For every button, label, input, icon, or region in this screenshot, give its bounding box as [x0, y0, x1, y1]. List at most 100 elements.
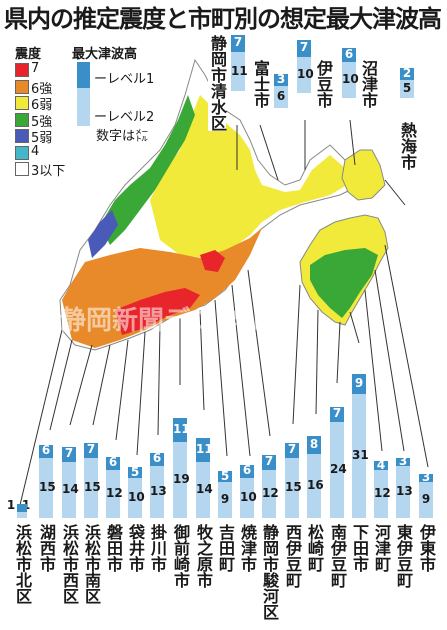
tsunami-bar-level2-value: 10 [297, 66, 314, 81]
tsunami-bar-level1 [342, 48, 356, 63]
map-izu-north [341, 149, 386, 201]
tsunami-bar-level1-value: 3 [421, 470, 431, 484]
tsunami-bar-level1 [330, 406, 344, 422]
tsunami-bar-level2-value: 15 [84, 480, 101, 494]
tsunami-bar-level2-value: 10 [240, 490, 257, 504]
intensity-label: 5強 [31, 114, 53, 130]
tsunami-bar-level2-value: 9 [220, 492, 230, 506]
city-label: 伊豆市 [314, 60, 333, 108]
level2-label: ーレベル2 [94, 106, 154, 125]
tsunami-bar-level1 [274, 74, 288, 86]
city-label: 御前崎市 [171, 524, 190, 588]
city-label: 下田市 [350, 524, 369, 572]
tsunami-bar-level1 [150, 452, 164, 466]
map-region-7-east [200, 250, 225, 272]
city-label: 富士市 [251, 60, 270, 108]
tsunami-bar-level1-value: 4 [376, 457, 386, 472]
intensity-label: 3以下 [31, 164, 66, 179]
intensity-swatch [15, 63, 29, 77]
level1-label: ーレベル1 [94, 68, 154, 87]
tsunami-bar-level1 [374, 461, 388, 470]
city-label: 袋井市 [126, 524, 145, 572]
tsunami-bar-level1 [84, 442, 98, 458]
tsunami-bar-level2 [173, 442, 187, 518]
tsunami-bar-level2-value: 14 [196, 482, 213, 496]
tsunami-bar-level1 [240, 464, 254, 478]
city-label: 東伊豆町 [394, 524, 413, 588]
city-label: 牧之原市 [194, 524, 213, 588]
tsunami-bar-level2-value: 15 [285, 480, 302, 494]
city-label: 湖西市 [37, 524, 56, 572]
tsunami-bar-level1-value: 6 [152, 451, 162, 466]
level2-dash: ー [94, 110, 108, 125]
level2-swatch [77, 88, 90, 126]
tsunami-bar-level1 [39, 444, 53, 458]
city-label: 南伊豆町 [328, 524, 347, 588]
tsunami-bar-level2 [419, 482, 433, 518]
city-label: 掛川市 [148, 524, 167, 572]
tsunami-bar-level1 [62, 446, 76, 462]
intensity-swatch [15, 129, 29, 143]
tsunami-bar-level2-value: 13 [150, 484, 167, 498]
tsunami-bar-level2-value: 31 [352, 448, 369, 462]
city-label: 吉田町 [216, 524, 235, 572]
tsunami-bar-level2-value: 16 [307, 478, 324, 492]
tsunami-bar-level2 [39, 458, 53, 518]
city-label: 伊東市 [417, 524, 436, 572]
city-label: 熱海市 [398, 122, 417, 170]
intensity-swatch [15, 79, 29, 94]
tsunami-bar-level2-value: 6 [276, 88, 286, 103]
tsunami-bar-level1 [297, 40, 311, 57]
tsunami-bar-level1-value: 9 [354, 376, 364, 391]
tsunami-bar-level2-value: 5 [402, 81, 412, 95]
city-label: 静岡市駿河区 [260, 524, 279, 620]
tsunami-bar-level2 [330, 422, 344, 518]
tsunami-bar-level2 [396, 466, 410, 518]
tsunami-bar-level1-value: 8 [309, 437, 319, 452]
tsunami-bar-level1 [307, 436, 321, 454]
tsunami-bar-level2 [84, 458, 98, 518]
intensity-swatch [15, 145, 29, 160]
tsunami-bar-level2 [106, 470, 120, 518]
tsunami-bar-level1 [128, 467, 142, 478]
city-label: 磐田市 [104, 524, 123, 572]
tsunami-bar-level2-value: 12 [374, 486, 391, 500]
tsunami-bar-level2-value: 14 [62, 482, 79, 496]
tsunami-bar-level1-value: 3 [398, 454, 408, 468]
level1-text: レベル1 [107, 72, 155, 87]
city-label: 焼津市 [238, 524, 257, 572]
city-label: 沼津市 [359, 60, 378, 108]
map-region-6-lower [150, 95, 352, 258]
city-label: 浜松市南区 [82, 524, 101, 604]
tsunami-bar-level1-value: 11 [196, 441, 213, 456]
tsunami-bar-level1-value: 11 [173, 421, 190, 436]
tsunami-bar-level2-value: 12 [262, 486, 279, 500]
intensity-swatch [15, 96, 29, 110]
intensity-label: 5弱 [31, 131, 53, 146]
tsunami-bar-level2 [352, 394, 366, 518]
page-title: 県内の推定震度と市町別の想定最大津波高 [4, 2, 444, 36]
tsunami-bar-level1-value: 6 [108, 455, 118, 470]
tsunami-bar-level1-value: 7 [86, 442, 96, 457]
tsunami-legend-heading: 最大津波高 [72, 47, 138, 62]
city-label: 静岡市清水区 [208, 35, 227, 131]
tsunami-bar-level2-value: 9 [421, 492, 431, 506]
tsunami-bar-level2-value: 10 [128, 490, 145, 504]
tsunami-bar-level1 [218, 471, 232, 482]
tsunami-bar-level2-value: 19 [173, 472, 190, 486]
tsunami-bar-level2 [307, 454, 321, 518]
tsunami-bar-level1 [419, 474, 433, 482]
map-izu-green [310, 248, 378, 318]
intensity-label: 7 [31, 61, 40, 76]
intensity-label: 6弱 [31, 98, 53, 113]
tsunami-bar-level2 [240, 478, 254, 518]
tsunami-bar-level1-value: 7 [64, 446, 74, 461]
tsunami-bar-level2 [17, 512, 27, 518]
tsunami-bar-level1-value: 2 [402, 66, 412, 80]
intensity-swatch [15, 162, 29, 176]
tsunami-bar-level1-value: 6 [242, 463, 252, 478]
tsunami-bar-level1-value: 3 [276, 72, 286, 86]
tsunami-bar-level1 [352, 374, 366, 394]
tsunami-bar-level2 [62, 462, 76, 518]
